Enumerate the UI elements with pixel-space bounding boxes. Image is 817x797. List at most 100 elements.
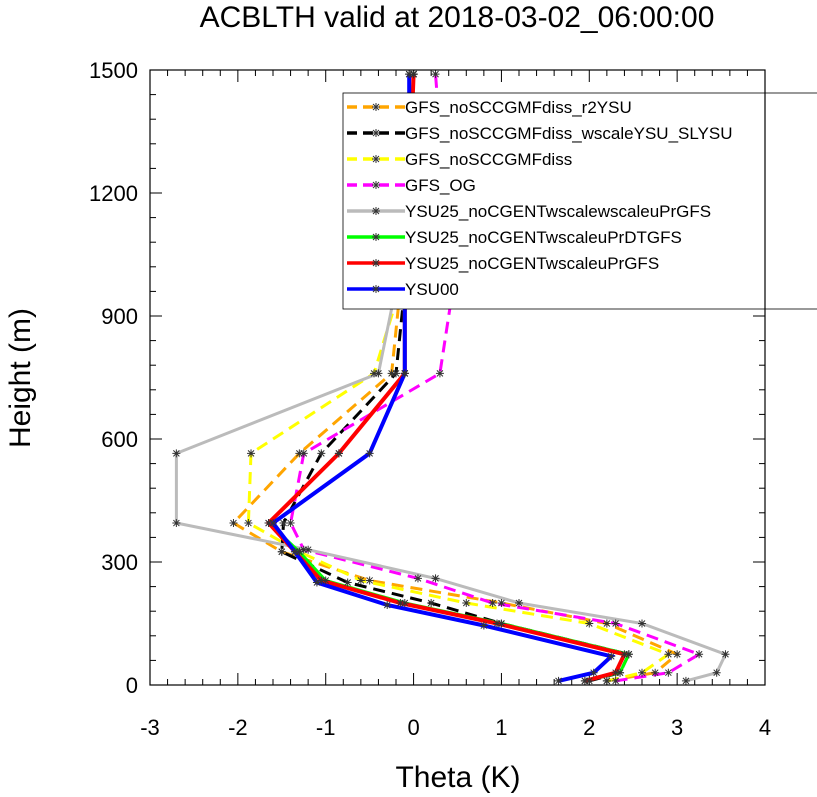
data-point-marker — [427, 599, 436, 607]
data-point-marker — [409, 70, 418, 79]
legend-label: YSU25_noCGENTwscaleuPrGFS — [405, 254, 659, 273]
data-point-marker — [370, 369, 379, 378]
legend-marker — [372, 207, 380, 215]
legend-marker — [372, 259, 380, 267]
data-point-marker — [312, 578, 321, 587]
legend-marker — [372, 103, 380, 111]
data-point-marker — [602, 676, 611, 685]
x-tick-label: -1 — [316, 715, 336, 740]
data-point-marker — [462, 599, 471, 607]
data-point-marker — [589, 668, 598, 677]
data-point-marker — [638, 668, 646, 677]
data-point-marker — [554, 676, 563, 685]
data-point-marker — [515, 599, 523, 607]
data-point-marker — [431, 70, 440, 79]
data-point-marker — [317, 576, 326, 585]
data-point-marker — [247, 449, 256, 458]
data-point-marker — [405, 70, 414, 79]
data-point-marker — [413, 574, 422, 583]
data-point-marker — [493, 619, 502, 628]
data-point-marker — [343, 578, 352, 587]
data-point-marker — [229, 519, 238, 528]
x-tick-label: 0 — [407, 715, 419, 740]
data-point-marker — [488, 599, 497, 607]
legend-box — [342, 92, 817, 310]
data-point-marker — [695, 650, 704, 659]
x-tick-label: 3 — [671, 715, 683, 740]
data-point-marker — [172, 449, 181, 458]
data-point-marker — [624, 650, 633, 659]
data-point-marker — [387, 369, 396, 378]
legend-label: GFS_noSCCGMFdiss — [405, 150, 572, 169]
data-point-marker — [638, 619, 646, 628]
y-tick-label: 0 — [126, 673, 138, 698]
legend-marker — [372, 155, 380, 163]
data-point-marker — [497, 599, 506, 607]
data-point-marker — [365, 449, 374, 458]
legend-label: GFS_noSCCGMFdiss_r2YSU — [405, 98, 632, 117]
legend-label: YSU25_noCGENTwscaleuPrDTGFS — [405, 228, 682, 247]
legend-marker — [372, 233, 380, 241]
data-point-marker — [664, 650, 673, 659]
data-point-marker — [712, 668, 721, 677]
plot-frame — [149, 69, 766, 686]
data-point-marker — [299, 545, 308, 554]
y-tick-label: 1200 — [89, 181, 138, 206]
legend-marker — [372, 285, 380, 293]
legend: GFS_noSCCGMFdiss_r2YSU GFS_noSCCGMFdiss_w… — [342, 92, 817, 310]
data-point-marker — [264, 519, 273, 528]
data-point-marker — [400, 369, 409, 378]
x-tick-label: 4 — [759, 715, 771, 740]
data-point-marker — [286, 519, 295, 528]
chart-title: ACBLTH valid at 2018-03-02_06:00:00 — [200, 1, 715, 34]
data-point-marker — [279, 519, 288, 528]
data-point-marker — [431, 574, 440, 583]
data-point-marker — [356, 576, 365, 585]
legend-marker — [372, 181, 380, 189]
data-point-marker — [400, 599, 409, 607]
data-point-marker — [304, 545, 313, 554]
data-point-marker — [317, 449, 326, 458]
data-point-marker — [721, 650, 730, 659]
data-point-marker — [295, 547, 304, 556]
data-point-marker — [269, 519, 277, 528]
data-point-marker — [620, 650, 629, 659]
x-tick-label: -3 — [140, 715, 160, 740]
y-tick-label: 1500 — [89, 58, 138, 83]
data-point-marker — [616, 668, 625, 677]
data-point-marker — [580, 676, 589, 685]
data-point-marker — [585, 619, 594, 628]
y-tick-label: 600 — [101, 427, 138, 452]
data-point-marker — [681, 676, 690, 685]
legend-label: GFS_noSCCGMFdiss_wscaleYSU_SLYSU — [405, 124, 733, 143]
legend-marker — [372, 129, 380, 137]
y-tick-label: 300 — [101, 550, 138, 575]
data-point-marker — [673, 650, 682, 659]
data-point-marker — [611, 668, 620, 677]
data-point-marker — [172, 519, 181, 528]
data-point-marker — [392, 369, 400, 378]
data-point-marker — [244, 519, 253, 528]
data-point-marker — [611, 676, 620, 685]
data-point-marker — [607, 652, 616, 661]
data-point-marker — [602, 619, 611, 628]
data-point-marker — [299, 449, 308, 458]
data-point-marker — [497, 619, 506, 628]
data-point-marker — [295, 449, 304, 458]
data-point-marker — [334, 449, 343, 458]
data-point-marker — [277, 547, 286, 556]
data-point-marker — [611, 619, 620, 628]
data-point-marker — [651, 668, 660, 677]
x-axis-title: Theta (K) — [395, 761, 520, 794]
data-point-marker — [374, 369, 383, 378]
data-point-marker — [664, 668, 673, 677]
data-point-marker — [396, 599, 405, 607]
x-tick-label: 2 — [583, 715, 595, 740]
y-tick-label: 900 — [101, 304, 138, 329]
data-point-marker — [435, 369, 444, 378]
data-point-marker — [585, 676, 594, 685]
data-point-marker — [290, 547, 299, 556]
legend-label: YSU00 — [405, 280, 459, 299]
legend-label: GFS_OG — [405, 176, 476, 195]
